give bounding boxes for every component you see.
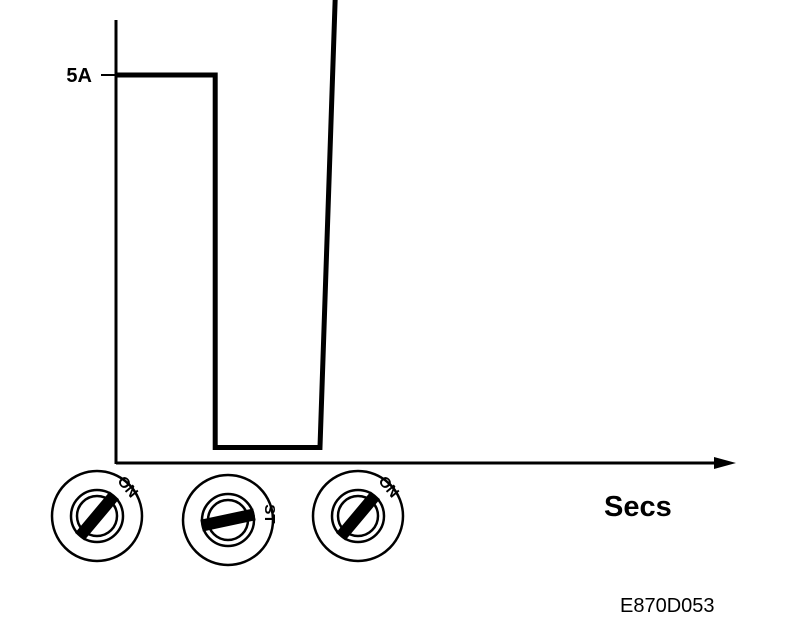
ignition-key-on-icon: ON — [50, 469, 144, 563]
current-line — [116, 0, 338, 450]
switch-label: ST — [261, 504, 278, 523]
ignition-key-on-icon: ON — [311, 469, 405, 563]
axes — [114, 20, 736, 469]
figure-code: E870D053 — [620, 595, 715, 617]
y-tick-label: 5A — [66, 65, 92, 87]
x-axis-arrow — [714, 457, 736, 469]
x-axis-label: Secs — [604, 491, 672, 523]
ignition-key-start-icon: ST — [181, 473, 278, 567]
